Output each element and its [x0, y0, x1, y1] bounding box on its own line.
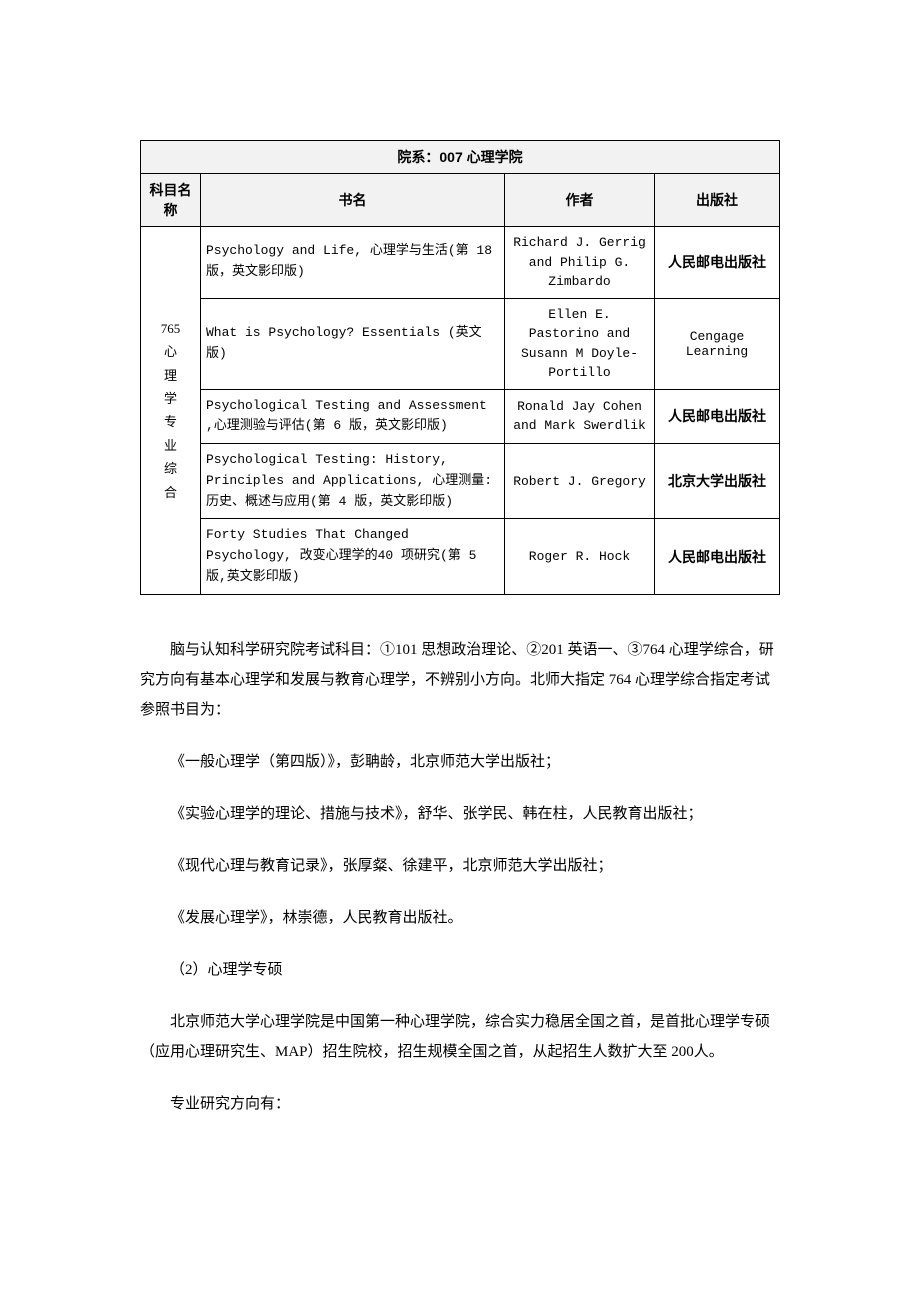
col-author: 作者 — [505, 174, 655, 227]
author-cell: Ronald Jay Cohen and Mark Swerdlik — [505, 389, 655, 444]
book-cell: Psychological Testing and Assessment ,心理… — [201, 389, 505, 444]
subject-cell: 765心理学专业综合 — [141, 227, 201, 595]
paragraph: 脑与认知科学研究院考试科目：①101 思想政治理论、②201 英语一、③764 … — [140, 635, 780, 725]
paragraph: 《一般心理学（第四版）》，彭聃龄，北京师范大学出版社； — [140, 747, 780, 777]
paragraph: 《发展心理学》，林崇德，人民教育出版社。 — [140, 903, 780, 933]
paragraph: 《实验心理学的理论、措施与技术》，舒华、张学民、韩在柱，人民教育出版社； — [140, 799, 780, 829]
table-body: 765心理学专业综合Psychology and Life, 心理学与生活(第 … — [141, 227, 780, 595]
author-cell: Robert J. Gregory — [505, 444, 655, 519]
book-cell: What is Psychology? Essentials (英文版) — [201, 298, 505, 389]
publisher-cell: 北京大学出版社 — [655, 444, 780, 519]
table-row: Forty Studies That Changed Psychology, 改… — [141, 519, 780, 594]
author-cell: Richard J. Gerrig and Philip G. Zimbardo — [505, 227, 655, 299]
table-caption: 院系：007 心理学院 — [141, 141, 780, 174]
publisher-cell: 人民邮电出版社 — [655, 519, 780, 594]
publisher-cell: Cengage Learning — [655, 298, 780, 389]
paragraph: （2）心理学专硕 — [140, 955, 780, 985]
publisher-cell: 人民邮电出版社 — [655, 227, 780, 299]
book-cell: Forty Studies That Changed Psychology, 改… — [201, 519, 505, 594]
book-cell: Psychological Testing: History, Principl… — [201, 444, 505, 519]
col-subject: 科目名称 — [141, 174, 201, 227]
table-row: 765心理学专业综合Psychology and Life, 心理学与生活(第 … — [141, 227, 780, 299]
paragraph: 《现代心理与教育记录》，张厚粲、徐建平，北京师范大学出版社； — [140, 851, 780, 881]
publisher-cell: 人民邮电出版社 — [655, 389, 780, 444]
table-row: Psychological Testing and Assessment ,心理… — [141, 389, 780, 444]
paragraph: 北京师范大学心理学院是中国第一种心理学院，综合实力稳居全国之首，是首批心理学专硕… — [140, 1007, 780, 1067]
table-row: What is Psychology? Essentials (英文版)Elle… — [141, 298, 780, 389]
author-cell: Roger R. Hock — [505, 519, 655, 594]
textbook-table: 院系：007 心理学院 科目名称 书名 作者 出版社 765心理学专业综合Psy… — [140, 140, 780, 595]
paragraph: 专业研究方向有： — [140, 1089, 780, 1119]
book-cell: Psychology and Life, 心理学与生活(第 18 版，英文影印版… — [201, 227, 505, 299]
col-book: 书名 — [201, 174, 505, 227]
table-row: Psychological Testing: History, Principl… — [141, 444, 780, 519]
subject-code: 765 — [146, 317, 195, 340]
author-cell: Ellen E. Pastorino and Susann M Doyle-Po… — [505, 298, 655, 389]
col-publisher: 出版社 — [655, 174, 780, 227]
body-text: 脑与认知科学研究院考试科目：①101 思想政治理论、②201 英语一、③764 … — [140, 635, 780, 1119]
